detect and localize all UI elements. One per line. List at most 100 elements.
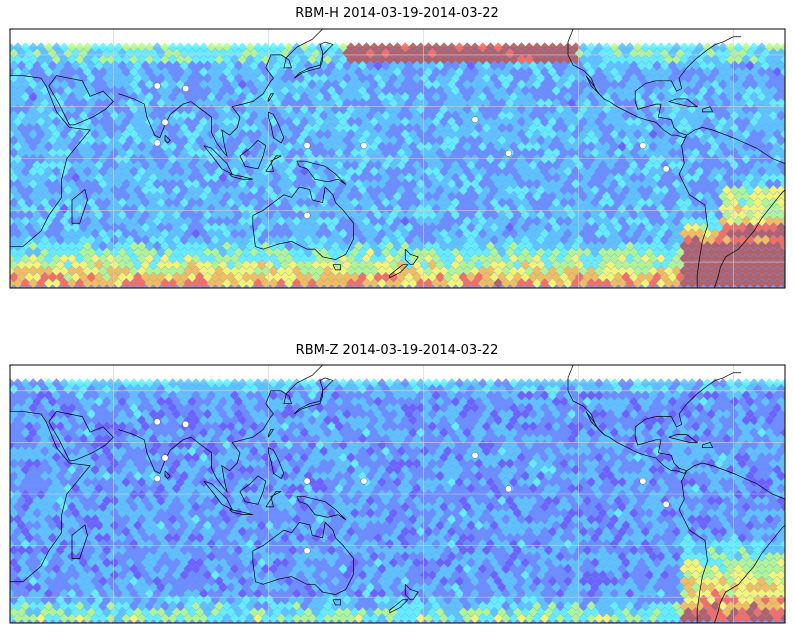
data-cell bbox=[706, 147, 717, 158]
data-cell bbox=[206, 203, 217, 214]
data-cell bbox=[346, 378, 356, 388]
data-cell bbox=[307, 390, 318, 401]
data-cell bbox=[326, 98, 337, 108]
data-cell bbox=[481, 421, 492, 432]
data-cell bbox=[109, 147, 120, 158]
data-cell bbox=[501, 141, 511, 152]
data-cell bbox=[536, 235, 546, 245]
data-cell bbox=[485, 390, 496, 401]
data-cell bbox=[776, 247, 785, 258]
data-cell bbox=[667, 185, 678, 195]
data-cell bbox=[745, 110, 755, 121]
data-cell bbox=[737, 85, 748, 96]
data-cell bbox=[0, 241, 7, 251]
data-cell bbox=[10, 77, 11, 80]
data-cell bbox=[466, 235, 476, 245]
data-cell bbox=[431, 378, 442, 388]
data-cell bbox=[466, 272, 476, 282]
data-cell bbox=[481, 172, 492, 183]
data-cell bbox=[392, 179, 403, 189]
data-cell bbox=[330, 241, 341, 251]
data-cell bbox=[524, 241, 535, 251]
data-cell bbox=[667, 396, 678, 407]
data-cell bbox=[485, 154, 496, 164]
data-cell bbox=[74, 390, 85, 401]
data-cell bbox=[237, 378, 248, 388]
data-cell bbox=[722, 85, 732, 96]
data-cell bbox=[652, 172, 662, 183]
data-cell bbox=[466, 421, 476, 432]
data-cell bbox=[625, 191, 635, 202]
data-cell bbox=[660, 396, 670, 407]
data-cell bbox=[315, 141, 325, 152]
data-cell bbox=[547, 42, 558, 52]
data-cell bbox=[311, 384, 321, 395]
data-cell bbox=[330, 67, 341, 77]
data-cell bbox=[663, 141, 674, 152]
data-cell bbox=[760, 247, 771, 258]
data-cell bbox=[55, 172, 66, 183]
data-cell bbox=[264, 384, 275, 395]
data-cell bbox=[330, 154, 341, 164]
data-cell bbox=[613, 409, 624, 419]
data-cell bbox=[443, 197, 453, 208]
data-cell bbox=[644, 85, 655, 96]
data-cell bbox=[276, 179, 287, 189]
data-cell bbox=[536, 123, 546, 133]
data-cell bbox=[299, 390, 310, 401]
data-cell bbox=[384, 378, 395, 388]
data-cell bbox=[512, 98, 523, 108]
data-cell bbox=[714, 123, 724, 133]
data-cell bbox=[361, 42, 372, 52]
data-cell bbox=[609, 241, 620, 251]
data-cell bbox=[396, 147, 407, 158]
data-cell bbox=[528, 421, 538, 432]
data-cell bbox=[706, 210, 717, 220]
data-cell bbox=[741, 54, 752, 65]
data-cell bbox=[764, 179, 775, 189]
data-cell bbox=[632, 266, 643, 276]
data-cell bbox=[10, 110, 19, 121]
data-cell bbox=[206, 79, 217, 90]
data-cell bbox=[55, 185, 66, 195]
data-cell bbox=[423, 216, 434, 226]
data-cell bbox=[16, 197, 27, 208]
data-cell bbox=[582, 48, 593, 59]
data-cell bbox=[303, 259, 314, 270]
data-cell bbox=[121, 253, 132, 264]
data-cell bbox=[396, 235, 407, 245]
data-cell bbox=[113, 116, 124, 127]
data-cell bbox=[539, 67, 550, 77]
data-cell bbox=[485, 42, 496, 52]
data-cell bbox=[563, 253, 573, 264]
data-cell bbox=[586, 241, 597, 251]
data-cell bbox=[617, 203, 628, 214]
data-cell bbox=[156, 172, 166, 183]
data-cell bbox=[20, 116, 31, 127]
data-cell bbox=[377, 42, 387, 52]
data-cell bbox=[179, 272, 190, 282]
data-cell bbox=[508, 427, 519, 438]
data-cell bbox=[613, 48, 624, 59]
data-cell bbox=[555, 278, 566, 288]
data-cell bbox=[598, 210, 608, 220]
data-cell bbox=[745, 135, 755, 146]
data-cell bbox=[528, 272, 538, 282]
data-cell bbox=[404, 48, 414, 59]
data-cell bbox=[446, 278, 457, 288]
data-cell bbox=[245, 116, 256, 127]
data-cell bbox=[346, 92, 356, 102]
data-cell bbox=[202, 147, 213, 158]
data-cell bbox=[63, 98, 73, 108]
data-cell bbox=[683, 247, 693, 258]
data-cell bbox=[346, 179, 356, 189]
data-cell bbox=[191, 378, 201, 388]
data-cell bbox=[559, 210, 569, 220]
data-cell bbox=[295, 85, 306, 96]
data-cell bbox=[24, 433, 35, 444]
data-cell bbox=[268, 390, 279, 401]
data-cell bbox=[691, 235, 701, 245]
data-cell bbox=[427, 160, 438, 171]
data-cell bbox=[226, 85, 236, 96]
data-cell bbox=[241, 222, 252, 233]
